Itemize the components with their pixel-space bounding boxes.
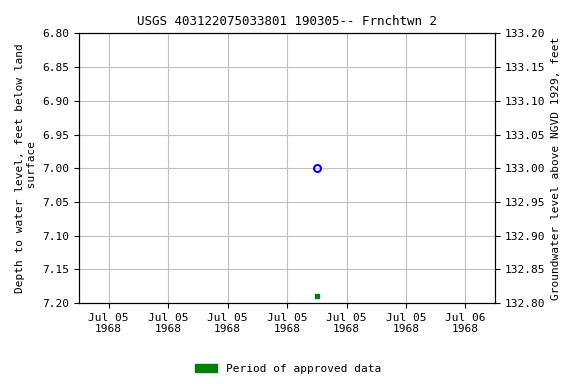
Y-axis label: Depth to water level, feet below land
 surface: Depth to water level, feet below land su…	[15, 43, 37, 293]
Title: USGS 403122075033801 190305-- Frnchtwn 2: USGS 403122075033801 190305-- Frnchtwn 2	[137, 15, 437, 28]
Y-axis label: Groundwater level above NGVD 1929, feet: Groundwater level above NGVD 1929, feet	[551, 36, 561, 300]
Legend: Period of approved data: Period of approved data	[191, 359, 385, 379]
